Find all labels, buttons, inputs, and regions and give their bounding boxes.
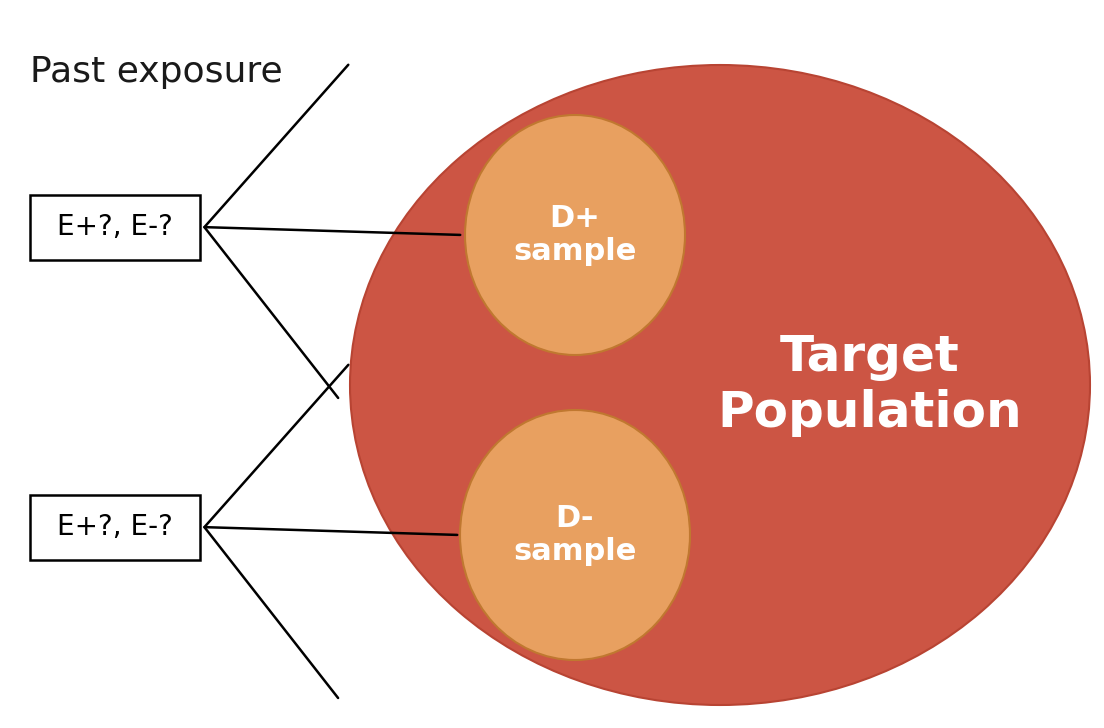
Text: D-
sample: D- sample: [513, 504, 637, 566]
Bar: [30, 495, 200, 560]
Bar: [30, 195, 200, 260]
Text: E+?, E-?: E+?, E-?: [57, 213, 173, 242]
Text: Past exposure: Past exposure: [30, 55, 283, 89]
Ellipse shape: [465, 115, 684, 355]
Ellipse shape: [350, 65, 1090, 705]
Text: Target
Population: Target Population: [718, 333, 1022, 437]
Ellipse shape: [460, 410, 690, 660]
Text: E+?, E-?: E+?, E-?: [57, 513, 173, 542]
Text: D+
sample: D+ sample: [513, 204, 637, 266]
